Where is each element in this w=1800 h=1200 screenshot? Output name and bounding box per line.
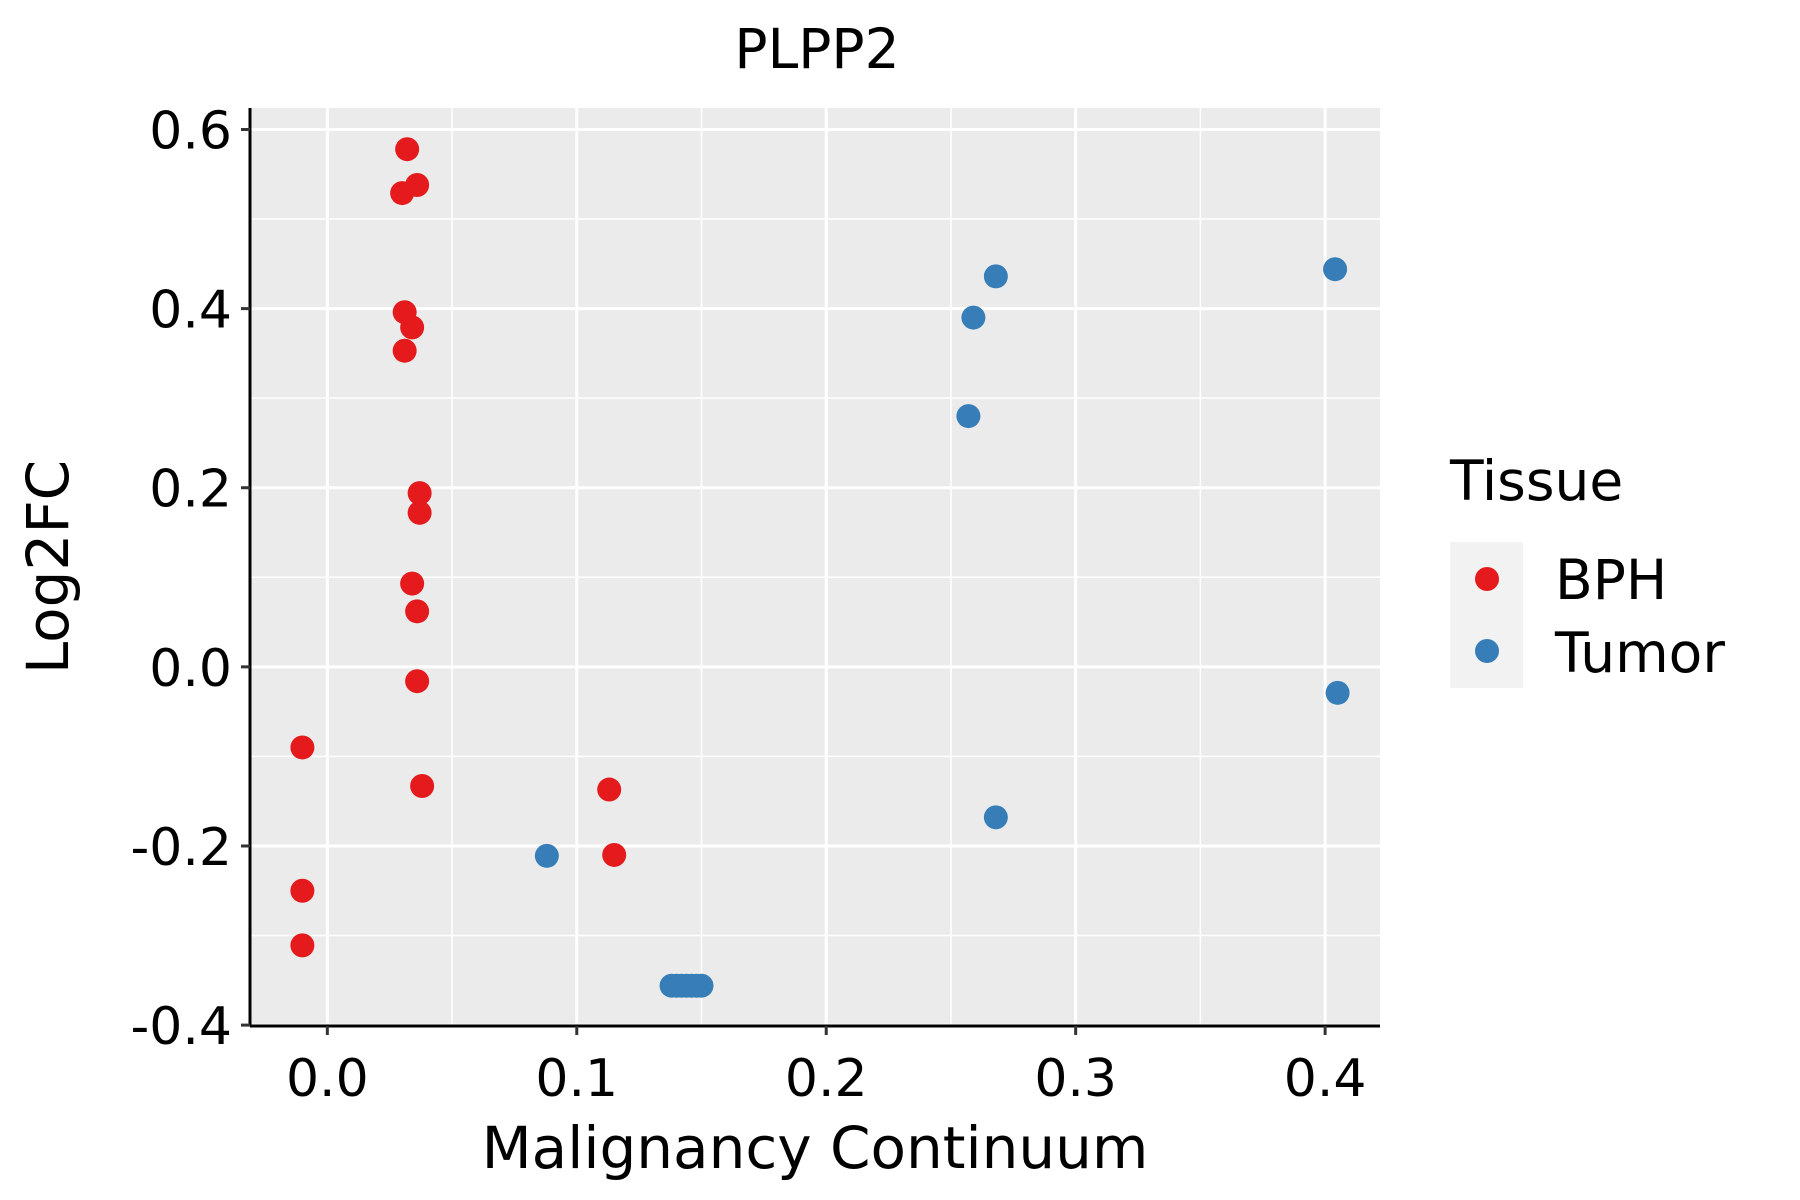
point-bph [290,878,315,903]
data-points [290,137,1350,998]
point-tumor [983,805,1008,830]
point-tumor [1323,257,1348,282]
y-axis-title: Log2FC [14,460,82,674]
y-tick-label: 0.0 [149,639,232,699]
point-bph [395,137,420,162]
point-bph [407,500,432,525]
y-tick-label: 0.6 [149,101,232,161]
legend-title: Tissue [1449,449,1623,513]
legend-label-tumor: Tumor [1554,621,1725,685]
point-bph [405,669,430,694]
y-tick-label: -0.2 [131,818,232,878]
point-bph [407,481,432,506]
point-tumor [983,264,1008,289]
legend-key-bph [1475,567,1499,591]
x-axis-ticks: 0.0 0.1 0.2 0.3 0.4 [286,1026,1366,1109]
grid-minor [250,108,1380,1026]
point-bph [290,933,315,958]
y-tick-label: -0.4 [131,997,232,1057]
point-bph [602,842,627,867]
point-tumor [689,973,714,998]
x-tick-label: 0.3 [1034,1049,1117,1109]
point-bph [390,181,415,206]
x-tick-label: 0.4 [1284,1049,1367,1109]
y-axis-ticks: -0.4 -0.2 0.0 0.2 0.4 0.6 [131,101,250,1057]
point-bph [597,777,622,802]
x-tick-label: 0.2 [785,1049,868,1109]
chart-title: PLPP2 [734,17,899,81]
point-bph [410,773,435,798]
point-bph [400,315,425,340]
legend-label-bph: BPH [1555,548,1667,612]
point-tumor [961,305,986,330]
legend: Tissue BPH Tumor [1449,449,1725,688]
point-bph [400,571,425,596]
y-tick-label: 0.4 [149,281,232,341]
point-bph [405,599,430,624]
plot-panel [250,108,1380,1026]
x-axis-title: Malignancy Continuum [482,1114,1149,1182]
x-tick-label: 0.1 [535,1049,618,1109]
point-bph [392,338,417,363]
y-tick-label: 0.2 [149,460,232,520]
point-bph [290,735,315,760]
point-tumor [1325,680,1350,705]
point-tumor [956,404,981,429]
x-tick-label: 0.0 [286,1049,369,1109]
point-tumor [534,843,559,868]
legend-key-tumor [1475,639,1499,663]
